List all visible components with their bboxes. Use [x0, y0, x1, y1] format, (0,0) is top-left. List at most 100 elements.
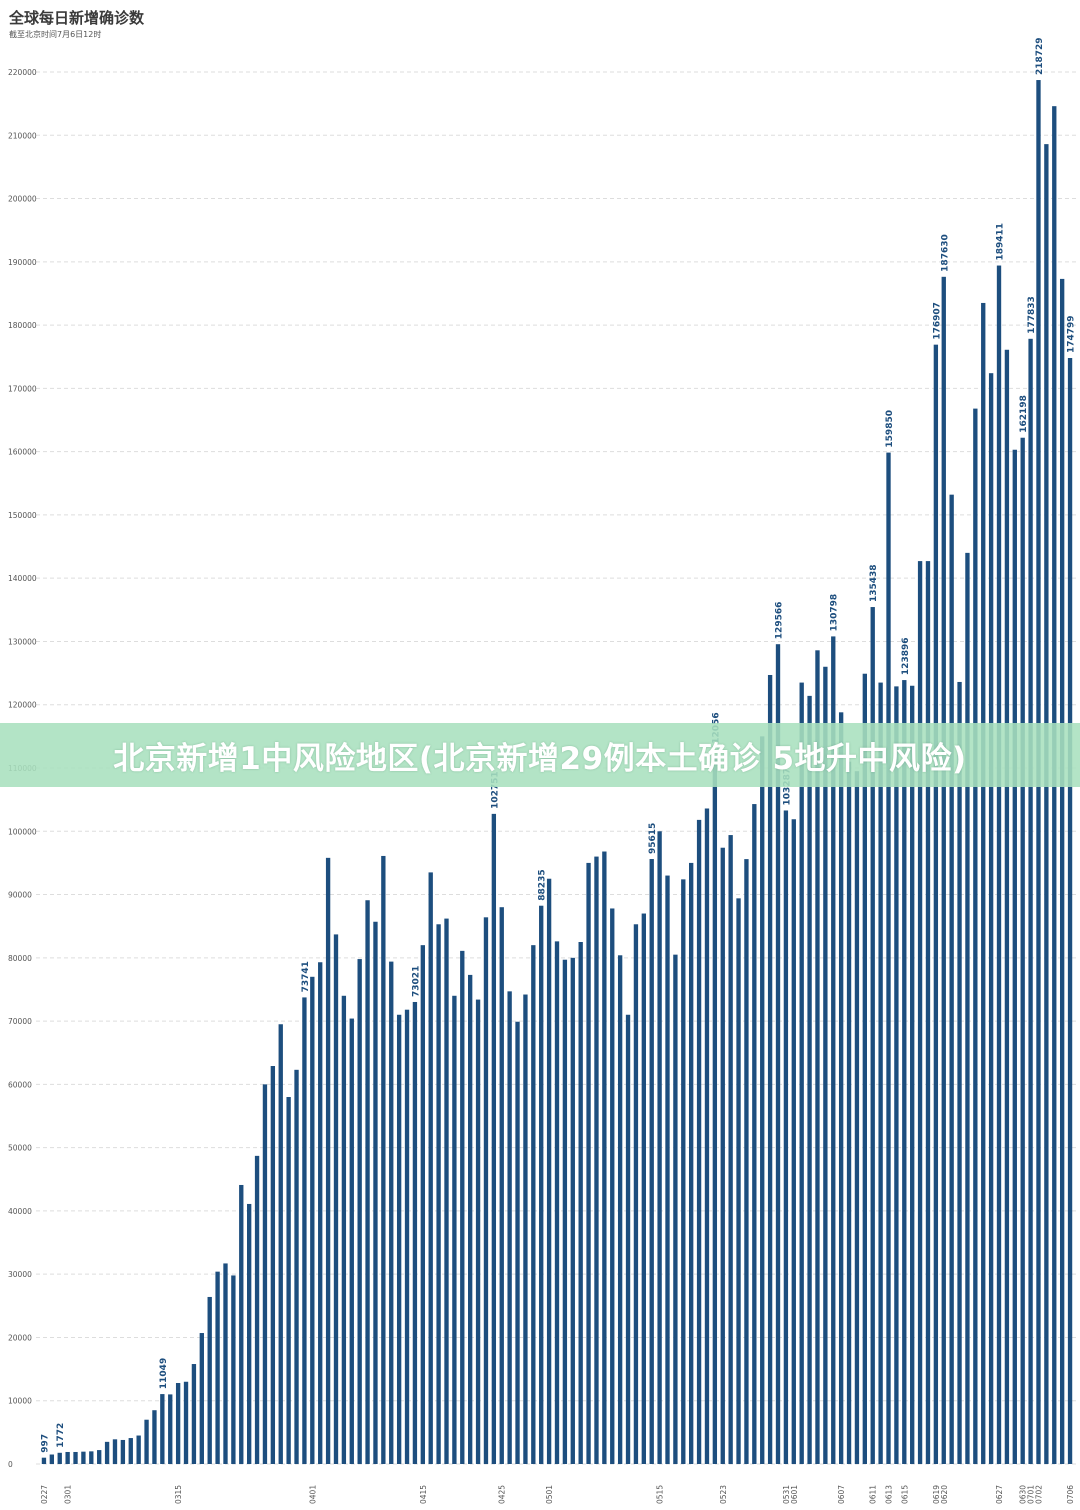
- bar-0507: [594, 856, 599, 1464]
- data-label: 88235: [538, 869, 548, 900]
- bar-0530: [775, 644, 781, 1464]
- bar-0427: [515, 1021, 520, 1464]
- y-tick-label: 140000: [8, 574, 37, 583]
- bar-0424: [491, 813, 497, 1464]
- x-tick-label: 0531: [782, 1485, 791, 1504]
- bar-0313: [160, 1394, 165, 1464]
- bar-0410: [381, 855, 386, 1464]
- x-tick-label: 0523: [719, 1485, 728, 1504]
- bar-0326: [262, 1084, 268, 1464]
- bar-0315: [175, 1383, 181, 1464]
- bar-0706: [1067, 358, 1073, 1464]
- y-tick-label: 40000: [8, 1207, 32, 1216]
- bar-0311: [144, 1419, 149, 1464]
- bar-0321: [223, 1263, 228, 1464]
- bar-0513: [641, 913, 646, 1464]
- y-tick-label: 30000: [8, 1270, 32, 1279]
- bar-0524: [728, 835, 733, 1464]
- bar-0227: [41, 1457, 47, 1464]
- bar-0626: [988, 373, 994, 1465]
- bar-0517: [673, 954, 678, 1464]
- bar-0610: [862, 673, 867, 1464]
- bar-0320: [215, 1271, 220, 1464]
- y-tick-label: 210000: [8, 131, 37, 140]
- bar-0323: [239, 1184, 244, 1464]
- bar-0422: [475, 999, 481, 1464]
- bar-0405: [341, 995, 347, 1464]
- data-label: 997: [40, 1434, 50, 1453]
- data-label: 218729: [1035, 37, 1045, 75]
- bar-0525: [736, 898, 741, 1464]
- data-label: 123896: [901, 637, 911, 675]
- bar-0621: [949, 494, 954, 1464]
- bar-0318: [199, 1333, 204, 1464]
- bar-0617: [917, 561, 923, 1464]
- bar-0703: [1044, 144, 1049, 1464]
- data-label: 189411: [996, 223, 1006, 261]
- data-label: 130798: [830, 594, 840, 632]
- bar-0529: [767, 674, 773, 1464]
- bar-0325: [254, 1155, 260, 1464]
- news-banner[interactable]: 北京新增1中风险地区(北京新增29例本土确诊 5地升中风险): [0, 723, 1080, 787]
- x-tick-label: 0702: [1034, 1485, 1043, 1504]
- bar-0603: [807, 695, 812, 1464]
- bar-0404: [333, 934, 339, 1464]
- bar-0414: [412, 1001, 418, 1464]
- x-axis-ticks: 0227 0301 0315 0401 0415 0425 0501 0515 0523 0531…: [40, 1485, 1075, 1504]
- bar-0511: [625, 1014, 631, 1464]
- y-tick-label: 180000: [8, 321, 37, 330]
- bar-0503: [562, 959, 568, 1464]
- bar-0309: [128, 1438, 133, 1464]
- bar-0628: [1004, 349, 1010, 1464]
- bar-0518: [681, 879, 686, 1464]
- x-tick-label: 0227: [40, 1485, 49, 1504]
- x-tick-label: 0501: [545, 1485, 554, 1504]
- bar-0412: [396, 1014, 402, 1464]
- y-tick-label: 120000: [8, 701, 37, 710]
- bar-0604: [815, 650, 820, 1464]
- bar-0317: [191, 1364, 197, 1464]
- y-tick-label: 130000: [8, 637, 37, 646]
- y-tick-label: 100000: [8, 827, 37, 836]
- y-tick-label: 220000: [8, 68, 37, 77]
- y-tick-label: 70000: [8, 1017, 32, 1026]
- bar-0611: [870, 607, 875, 1464]
- bar-0519: [689, 862, 694, 1464]
- bar-0527: [752, 804, 757, 1464]
- x-tick-label: 0415: [419, 1485, 428, 1504]
- bar-0608: [846, 761, 852, 1464]
- bar-0522: [712, 754, 718, 1464]
- data-label: 1772: [56, 1423, 66, 1448]
- bar-0609: [854, 771, 860, 1464]
- bar-0409: [373, 921, 378, 1464]
- bar-0625: [981, 302, 986, 1465]
- x-tick-label: 0701: [1027, 1485, 1036, 1504]
- bar-0430: [539, 905, 544, 1464]
- bar-0416: [428, 872, 433, 1464]
- bar-0622: [957, 681, 962, 1464]
- bar-0623: [965, 552, 970, 1464]
- bar-0616: [910, 685, 915, 1464]
- data-label: 129566: [775, 602, 785, 640]
- banner-headline[interactable]: 北京新增1中风险地区(北京新增29例本土确诊 5地升中风险): [113, 740, 967, 777]
- bar-0310: [136, 1435, 141, 1464]
- bar-0526: [744, 859, 749, 1464]
- bar-0421: [468, 974, 473, 1464]
- y-tick-label: 20000: [8, 1333, 32, 1342]
- bar-0701: [1028, 338, 1033, 1464]
- bar-0319: [207, 1296, 212, 1464]
- y-tick-label: 50000: [8, 1144, 32, 1153]
- bar-0514: [649, 859, 654, 1464]
- bar-0401: [310, 976, 315, 1464]
- bar-0413: [404, 1009, 410, 1464]
- bar-0330: [294, 1069, 299, 1464]
- data-label: 135438: [869, 564, 879, 602]
- chart-title: 全球每日新增确诊数: [9, 9, 145, 27]
- bar-0612: [878, 682, 883, 1464]
- bar-0408: [365, 900, 370, 1464]
- x-tick-label: 0620: [940, 1485, 949, 1504]
- bar-0613: [886, 452, 891, 1465]
- y-tick-label: 200000: [8, 195, 37, 204]
- bar-0407: [357, 959, 362, 1464]
- bar-0705: [1059, 278, 1065, 1464]
